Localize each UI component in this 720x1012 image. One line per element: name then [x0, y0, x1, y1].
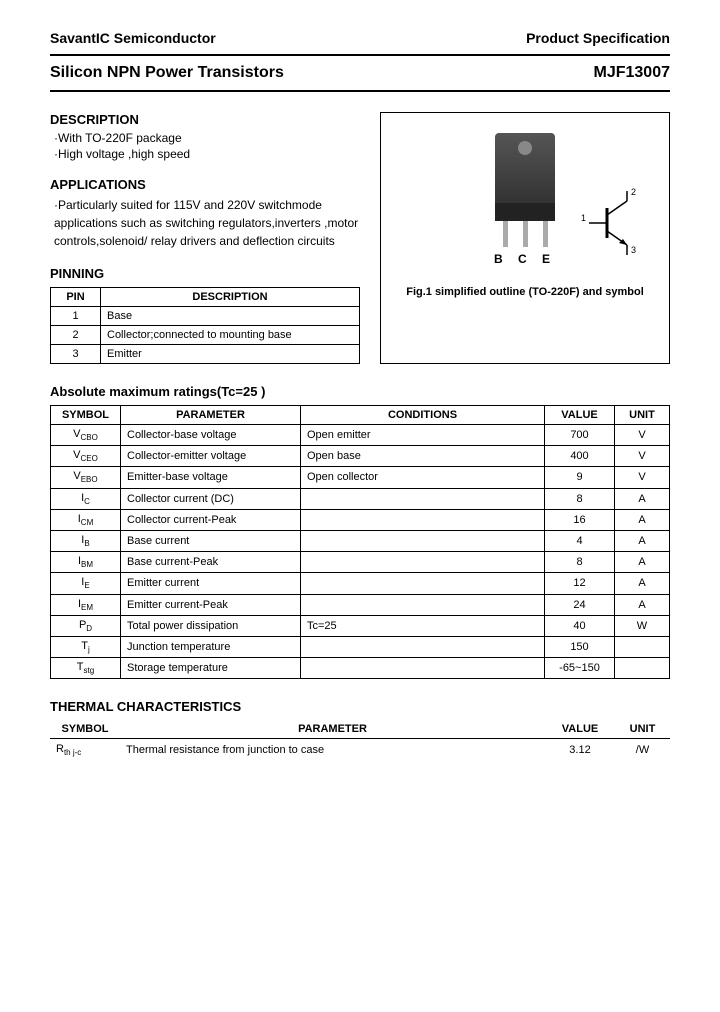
applications-text: ·Particularly suited for 115V and 220V s…	[54, 196, 360, 250]
table-row: IEMEmitter current-Peak24A	[51, 594, 670, 615]
table-row: TstgStorage temperature-65~150	[51, 658, 670, 679]
pin-col-header: PIN	[51, 288, 101, 307]
svg-text:3: 3	[631, 245, 636, 255]
table-row: VCEOCollector-emitter voltageOpen base40…	[51, 446, 670, 467]
description-list: ·With TO-220F package ·High voltage ,hig…	[54, 131, 360, 161]
svg-text:2: 2	[631, 187, 636, 197]
pin-col-header: DESCRIPTION	[101, 288, 360, 307]
figure-caption: Fig.1 simplified outline (TO-220F) and s…	[391, 286, 659, 298]
pinning-table: PIN DESCRIPTION 1Base 2Collector;connect…	[50, 287, 360, 364]
table-row: 2Collector;connected to mounting base	[51, 326, 360, 345]
table-row: 1Base	[51, 307, 360, 326]
table-row: VEBOEmitter-base voltageOpen collector9V	[51, 467, 670, 488]
svg-text:1: 1	[581, 213, 586, 223]
transistor-symbol-icon: 1 2 3	[579, 183, 649, 263]
table-row: Rth j-cThermal resistance from junction …	[50, 739, 670, 761]
table-row: 3Emitter	[51, 345, 360, 364]
title-bar: Silicon NPN Power Transistors MJF13007	[50, 54, 670, 92]
header: SavantIC Semiconductor Product Specifica…	[50, 30, 670, 46]
description-item: ·With TO-220F package	[54, 131, 360, 145]
doc-type: Product Specification	[526, 30, 670, 46]
table-row: VCBOCollector-base voltageOpen emitter70…	[51, 425, 670, 446]
table-row: IBMBase current-Peak8A	[51, 552, 670, 573]
table-row: IEEmitter current12A	[51, 573, 670, 594]
table-row: IBBase current4A	[51, 530, 670, 551]
thermal-table: SYMBOL PARAMETER VALUE UNIT Rth j-cTherm…	[50, 720, 670, 761]
description-item: ·High voltage ,high speed	[54, 147, 360, 161]
ratings-table: SYMBOL PARAMETER CONDITIONS VALUE UNIT V…	[50, 405, 670, 679]
description-heading: DESCRIPTION	[50, 112, 360, 127]
ratings-heading: Absolute maximum ratings(Tc=25 )	[50, 384, 670, 399]
table-row: TjJunction temperature150	[51, 636, 670, 657]
table-row: ICCollector current (DC)8A	[51, 488, 670, 509]
table-row: PDTotal power dissipationTc=2540W	[51, 615, 670, 636]
product-family: Silicon NPN Power Transistors	[50, 64, 284, 82]
thermal-heading: THERMAL CHARACTERISTICS	[50, 699, 670, 714]
table-row: ICMCollector current-Peak16A	[51, 509, 670, 530]
package-outline-icon	[495, 133, 555, 243]
pinning-heading: PINNING	[50, 266, 360, 281]
applications-heading: APPLICATIONS	[50, 177, 360, 192]
part-number: MJF13007	[594, 64, 671, 82]
figure-box: B C E 1 2 3 Fig.1 simplified outline (TO…	[380, 112, 670, 364]
company-name: SavantIC Semiconductor	[50, 30, 216, 46]
